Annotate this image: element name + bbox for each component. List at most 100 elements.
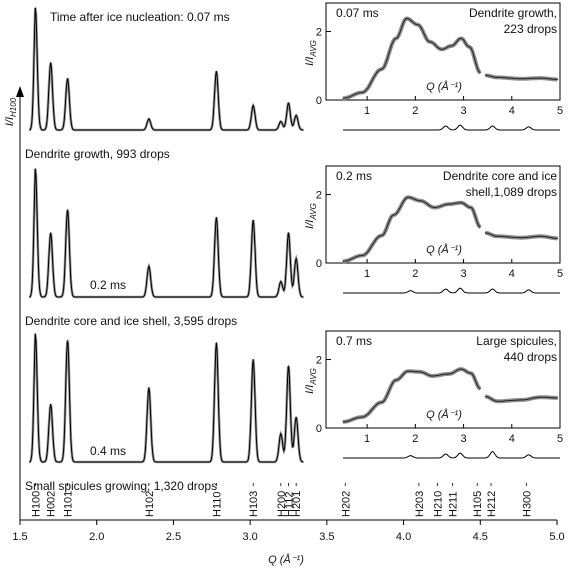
inset-point [484,232,486,234]
inset-point [395,379,397,381]
inset-point [557,397,559,399]
inset-point [479,72,481,74]
inset-x-tick-label: 4 [509,105,515,117]
inset-x-tick-label: 1 [364,433,370,445]
peak-point [287,365,290,367]
peak-point [50,403,52,405]
inset-point [361,91,363,93]
inset-frame [325,165,561,264]
inset-y-axis-label: I/IAVG [304,203,318,229]
inset-point [520,78,522,80]
pattern-line [29,168,304,298]
inset-point [381,235,383,237]
inset-point [381,401,383,403]
inset-y-tick-label: 2 [316,190,322,202]
x-tick-label: 4.0 [396,531,411,543]
panel-time-label: 0.2 ms [90,278,126,292]
pattern-line [29,7,304,131]
peak-point [287,102,290,104]
inset-title-line1: Large spicules, [476,334,557,348]
inset-plot: 0 2 1 2 3 4 5 I/IAVG Q (Å⁻¹) 0.07 ms Dendrite grow… [304,2,563,131]
inset-x-tick-label: 2 [412,433,418,445]
inset-x-tick-label: 3 [460,268,466,280]
inset-point [496,76,498,78]
inset-x-axis-label: Q (Å⁻¹) [426,408,462,421]
inset-x-tick-label: 1 [364,105,370,117]
inset-point [484,396,486,398]
inset-point [381,68,383,70]
inset-title-line2: shell,1,089 drops [466,185,557,199]
inset-point [520,237,522,239]
inset-point [557,78,559,80]
inset-y-tick-label: 0 [316,95,322,107]
inset-y-axis-label: I/IAVG [304,40,318,66]
peak-point [295,114,297,116]
peak-point [215,342,217,344]
peak-point [66,339,69,341]
reflection-label: H201 [291,491,303,517]
inset-x-tick-label: 2 [412,105,418,117]
peak-point [295,258,297,260]
reflection-label: H102 [144,491,156,517]
inset-point [419,200,421,202]
inset-point [429,41,431,43]
peak-point [280,433,282,435]
panel-time-label: 0.4 ms [90,444,126,458]
inset-y-tick-label: 0 [316,423,322,435]
inset-difference-trace [343,451,560,459]
reflection-label: H300 [521,491,533,517]
reflection-label: H101 [63,491,75,517]
inset-title-line1: Dendrite core and ice [443,169,557,183]
inset-point [470,372,472,374]
inset-point [479,226,481,228]
inset-plots: 0 2 1 2 3 4 5 I/IAVG Q (Å⁻¹) 0.07 ms Dendrite grow… [304,2,563,459]
inset-x-tick-label: 4 [509,268,515,280]
inset-point [540,235,542,237]
inset-point [342,260,344,262]
peak-point [34,7,36,9]
inset-point [361,416,363,418]
inset-point [448,373,450,375]
reflection-label: H212 [486,491,498,517]
inset-x-tick-label: 2 [412,268,418,280]
inset-point [361,254,363,256]
inset-point [342,421,344,423]
main-plot: 1.5 2.0 2.5 3.0 3.5 4.0 4.5 5.0Q (Å⁻¹)I/IH100H1… [4,7,565,566]
inset-x-axis-label: Q (Å⁻¹) [426,80,462,93]
inset-frame [325,2,561,101]
main-x-axis-label: Q (Å⁻¹) [268,553,304,566]
x-tick-label: 2.5 [166,531,181,543]
inset-point [460,368,462,370]
inset-y-axis-label-sub: AVG [309,40,318,57]
inset-point [484,74,486,76]
inset-x-tick-label: 5 [557,433,563,445]
inset-x-tick-label: 3 [460,433,466,445]
reflection-label: H202 [340,491,352,517]
inset-x-tick-label: 5 [557,105,563,117]
panel-time-label: Time after ice nucleation: 0.07 ms [50,10,230,24]
inset-point [406,18,408,20]
inset-point [470,207,472,209]
inset-point [460,202,462,204]
main-y-axis-label-sub: H100 [9,97,18,117]
inset-x-tick-label: 3 [460,105,466,117]
main-y-axis-label: I/IH100 [4,97,18,126]
panel-description: Dendrite core and ice shell, 3,595 drops [25,314,237,328]
pattern-line [29,333,304,463]
inset-difference-trace [343,287,560,294]
inset-point [460,37,462,39]
peak-point [280,120,282,123]
inset-point [441,48,443,50]
inset-point [479,388,481,390]
inset-x-axis-label: Q (Å⁻¹) [426,243,462,256]
peak-point [215,70,217,73]
inset-point [417,24,419,26]
peak-point [252,359,254,361]
reflection-label: H210 [432,491,444,517]
inset-point [407,196,409,198]
inset-x-tick-label: 4 [509,433,515,445]
x-tick-label: 3.0 [242,531,257,543]
inset-y-tick-label: 2 [316,355,322,367]
inset-point [557,237,559,239]
peak-point [66,78,69,80]
